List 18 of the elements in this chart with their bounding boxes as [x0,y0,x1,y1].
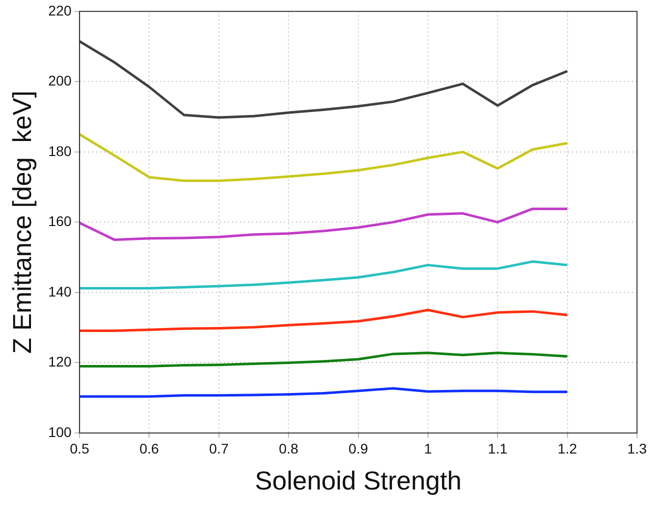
y-tick-label: 100 [48,424,72,440]
y-axis-title: Z Emittance [deg keV] [6,90,37,354]
y-tick-label: 160 [48,213,72,230]
x-tick-label: 1.1 [488,440,508,456]
y-tick-label: 220 [48,2,72,18]
x-tick-label: 0.9 [348,440,368,456]
y-tick-label: 140 [48,283,72,300]
x-tick-label: 1 [424,440,432,456]
x-tick-label: 0.6 [140,440,160,456]
x-axis-title: Solenoid Strength [254,466,462,496]
y-tick-label: 180 [48,142,72,159]
x-tick-label: 1.3 [627,440,647,456]
x-tick-label: 0.7 [209,440,229,456]
y-tick-label: 200 [48,72,72,89]
x-tick-label: 0.5 [70,440,90,456]
y-tick-label: 120 [48,354,72,370]
x-tick-label: 0.8 [278,440,299,456]
x-tick-label: 1.2 [558,440,578,456]
